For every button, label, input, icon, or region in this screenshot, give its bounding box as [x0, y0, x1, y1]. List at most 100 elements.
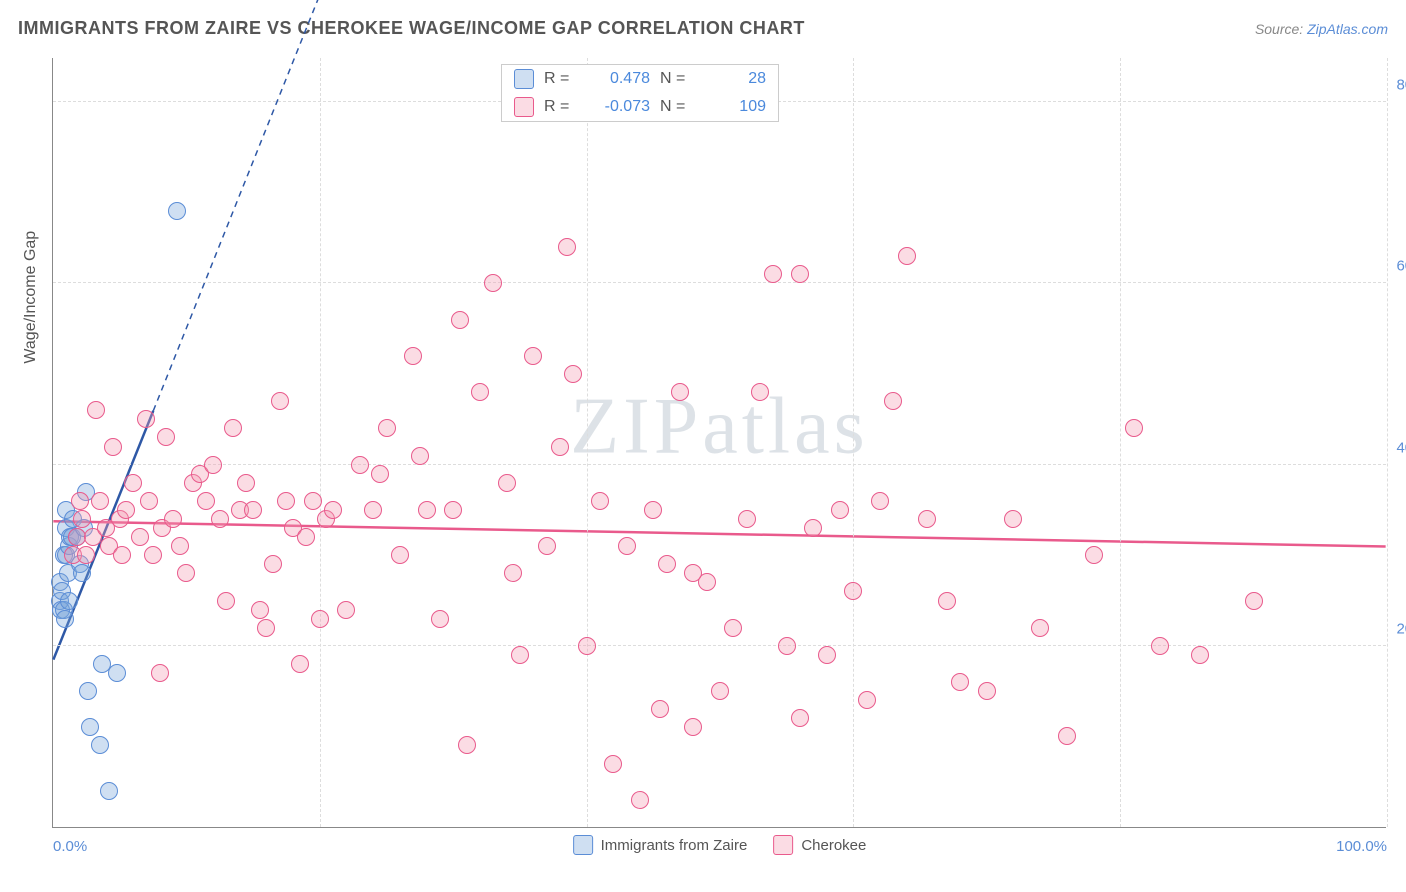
data-point — [751, 383, 769, 401]
source-attribution: Source: ZipAtlas.com — [1255, 21, 1388, 37]
data-point — [724, 619, 742, 637]
page-title: IMMIGRANTS FROM ZAIRE VS CHEROKEE WAGE/I… — [18, 18, 805, 39]
data-point — [791, 709, 809, 727]
x-tick-label: 100.0% — [1336, 838, 1387, 855]
data-point — [524, 347, 542, 365]
y-axis-label: Wage/Income Gap — [22, 231, 40, 364]
gridline-v — [1120, 58, 1121, 827]
data-point — [564, 365, 582, 383]
data-point — [91, 736, 109, 754]
data-point — [304, 492, 322, 510]
data-point — [418, 501, 436, 519]
y-tick-label: 40.0% — [1394, 439, 1406, 456]
data-point — [404, 347, 422, 365]
stats-row-zaire: R = 0.478 N = 28 — [502, 65, 778, 93]
gridline-h — [53, 464, 1386, 465]
r-value: 0.478 — [592, 70, 650, 88]
data-point — [113, 546, 131, 564]
data-point — [644, 501, 662, 519]
data-point — [297, 528, 315, 546]
data-point — [157, 428, 175, 446]
data-point — [651, 700, 669, 718]
data-point — [168, 202, 186, 220]
swatch-blue-icon — [573, 835, 593, 855]
data-point — [738, 510, 756, 528]
data-point — [73, 510, 91, 528]
data-point — [658, 555, 676, 573]
y-tick-label: 20.0% — [1394, 620, 1406, 637]
data-point — [671, 383, 689, 401]
n-value: 109 — [708, 98, 766, 116]
swatch-blue-icon — [514, 69, 534, 89]
gridline-h — [53, 282, 1386, 283]
data-point — [237, 474, 255, 492]
data-point — [131, 528, 149, 546]
legend-item-zaire: Immigrants from Zaire — [573, 835, 748, 855]
data-point — [411, 447, 429, 465]
data-point — [538, 537, 556, 555]
y-tick-label: 60.0% — [1394, 258, 1406, 275]
swatch-pink-icon — [514, 97, 534, 117]
data-point — [791, 265, 809, 283]
data-point — [1245, 592, 1263, 610]
data-point — [831, 501, 849, 519]
data-point — [631, 791, 649, 809]
data-point — [884, 392, 902, 410]
gridline-v — [320, 58, 321, 827]
data-point — [257, 619, 275, 637]
data-point — [511, 646, 529, 664]
data-point — [211, 510, 229, 528]
data-point — [451, 311, 469, 329]
data-point — [778, 637, 796, 655]
data-point — [978, 682, 996, 700]
data-point — [1125, 419, 1143, 437]
data-point — [177, 564, 195, 582]
data-point — [444, 501, 462, 519]
data-point — [684, 718, 702, 736]
data-point — [87, 401, 105, 419]
data-point — [73, 564, 91, 582]
data-point — [844, 582, 862, 600]
gridline-h — [53, 645, 1386, 646]
data-point — [818, 646, 836, 664]
stats-row-cherokee: R = -0.073 N = 109 — [502, 93, 778, 121]
data-point — [164, 510, 182, 528]
data-point — [291, 655, 309, 673]
data-point — [77, 546, 95, 564]
data-point — [351, 456, 369, 474]
data-point — [204, 456, 222, 474]
data-point — [378, 419, 396, 437]
data-point — [151, 664, 169, 682]
series-legend: Immigrants from Zaire Cherokee — [573, 835, 867, 855]
data-point — [371, 465, 389, 483]
data-point — [137, 410, 155, 428]
data-point — [144, 546, 162, 564]
data-point — [124, 474, 142, 492]
data-point — [858, 691, 876, 709]
data-point — [558, 238, 576, 256]
data-point — [711, 682, 729, 700]
legend-item-cherokee: Cherokee — [773, 835, 866, 855]
data-point — [484, 274, 502, 292]
n-value: 28 — [708, 70, 766, 88]
data-point — [100, 782, 118, 800]
y-tick-label: 80.0% — [1394, 77, 1406, 94]
data-point — [271, 392, 289, 410]
source-link[interactable]: ZipAtlas.com — [1307, 21, 1388, 37]
data-point — [108, 664, 126, 682]
data-point — [324, 501, 342, 519]
data-point — [79, 682, 97, 700]
r-value: -0.073 — [592, 98, 650, 116]
data-point — [918, 510, 936, 528]
data-point — [104, 438, 122, 456]
data-point — [604, 755, 622, 773]
data-point — [56, 610, 74, 628]
stats-legend: R = 0.478 N = 28 R = -0.073 N = 109 — [501, 64, 779, 122]
gridline-v — [1387, 58, 1388, 827]
data-point — [364, 501, 382, 519]
data-point — [277, 492, 295, 510]
x-tick-label: 0.0% — [53, 838, 87, 855]
data-point — [311, 610, 329, 628]
data-point — [951, 673, 969, 691]
data-point — [471, 383, 489, 401]
